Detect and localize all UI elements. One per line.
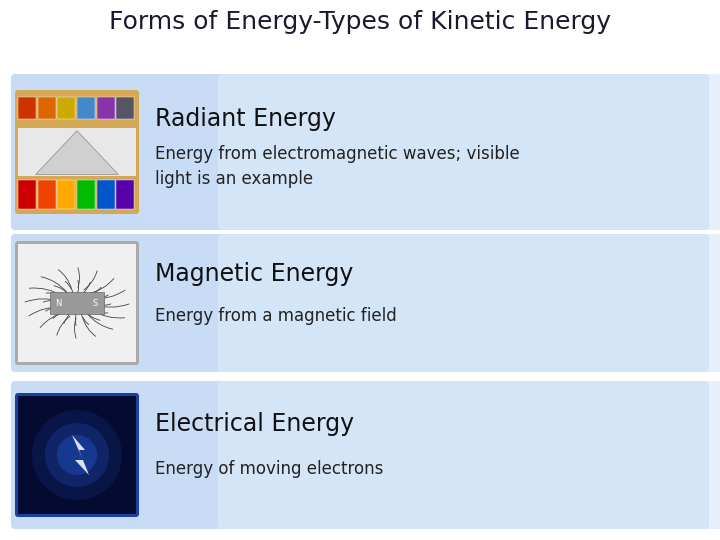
FancyBboxPatch shape bbox=[15, 241, 139, 365]
Text: Energy from electromagnetic waves; visible
light is an example: Energy from electromagnetic waves; visib… bbox=[155, 145, 520, 188]
FancyBboxPatch shape bbox=[11, 381, 709, 529]
Text: Magnetic Energy: Magnetic Energy bbox=[155, 262, 354, 286]
Bar bbox=[77, 97, 95, 119]
Text: Radiant Energy: Radiant Energy bbox=[155, 107, 336, 131]
Bar bbox=[37, 97, 55, 119]
Bar bbox=[58, 97, 76, 119]
Bar bbox=[18, 129, 136, 176]
FancyBboxPatch shape bbox=[15, 393, 139, 517]
Bar bbox=[58, 179, 76, 209]
Bar bbox=[18, 179, 36, 209]
Bar bbox=[18, 97, 36, 119]
Text: S: S bbox=[93, 299, 98, 307]
Polygon shape bbox=[72, 435, 89, 475]
Circle shape bbox=[57, 435, 97, 475]
Bar bbox=[77, 179, 95, 209]
Bar bbox=[18, 244, 136, 362]
Bar bbox=[117, 97, 135, 119]
FancyBboxPatch shape bbox=[15, 90, 139, 214]
Text: N: N bbox=[55, 299, 62, 307]
FancyBboxPatch shape bbox=[218, 234, 720, 372]
Circle shape bbox=[32, 410, 122, 500]
FancyBboxPatch shape bbox=[11, 234, 709, 372]
Text: Energy of moving electrons: Energy of moving electrons bbox=[155, 460, 383, 478]
Text: Electrical Energy: Electrical Energy bbox=[155, 412, 354, 436]
FancyBboxPatch shape bbox=[11, 74, 709, 230]
Bar bbox=[96, 179, 114, 209]
Text: Energy from a magnetic field: Energy from a magnetic field bbox=[155, 307, 397, 325]
Bar bbox=[18, 396, 136, 514]
Bar bbox=[37, 179, 55, 209]
Text: Forms of Energy-Types of Kinetic Energy: Forms of Energy-Types of Kinetic Energy bbox=[109, 10, 611, 34]
Polygon shape bbox=[36, 131, 118, 174]
Circle shape bbox=[45, 423, 109, 487]
FancyBboxPatch shape bbox=[218, 74, 720, 230]
FancyBboxPatch shape bbox=[218, 381, 720, 529]
Bar bbox=[96, 97, 114, 119]
Bar bbox=[117, 179, 135, 209]
Bar bbox=[50, 292, 104, 314]
